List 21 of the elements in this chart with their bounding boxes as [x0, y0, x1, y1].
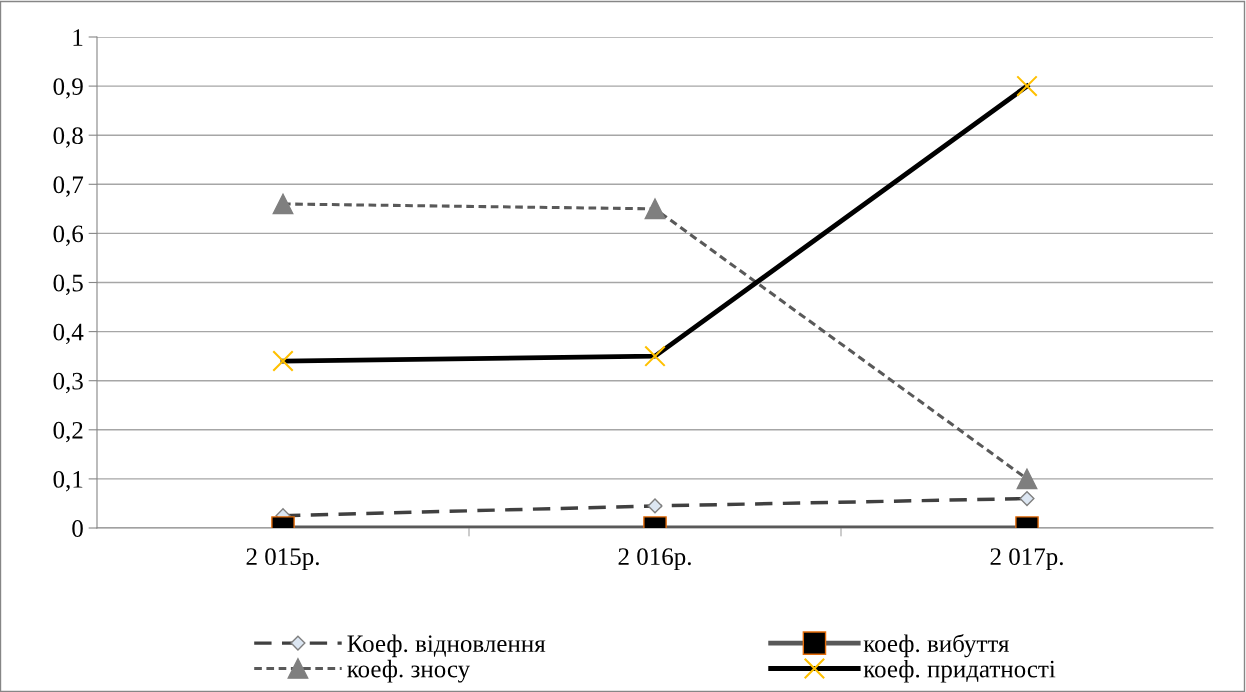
point	[272, 193, 294, 215]
y-tick-label: 0	[72, 520, 83, 537]
legend-label: Коеф. відновлення	[347, 634, 546, 658]
point	[644, 198, 666, 220]
y-tick-label: 0,5	[53, 274, 83, 296]
y-tick-label: 0,6	[53, 225, 84, 246]
x-tick-label: 2 016р.	[618, 548, 691, 571]
legend-label: коеф. зносу	[347, 659, 471, 683]
y-tick-label: 0,9	[53, 78, 83, 99]
legend-label: коеф. вибуття	[863, 633, 1009, 658]
point	[1016, 468, 1038, 490]
y-tick-label: 0,2	[53, 421, 83, 443]
x-tick-label: 2 015р.	[246, 548, 319, 571]
y-tick-label: 0,1	[53, 470, 83, 492]
y-tick-label: 0,8	[53, 127, 83, 148]
y-tick-label: 0,7	[53, 176, 84, 197]
y-tick-label: 1	[73, 29, 83, 46]
y-tick-label: 0,4	[53, 323, 84, 345]
legend-label: коеф. придатності	[863, 659, 1056, 683]
y-tick-label: 0,3	[53, 372, 83, 394]
x-tick-label: 2 017р.	[990, 548, 1063, 571]
